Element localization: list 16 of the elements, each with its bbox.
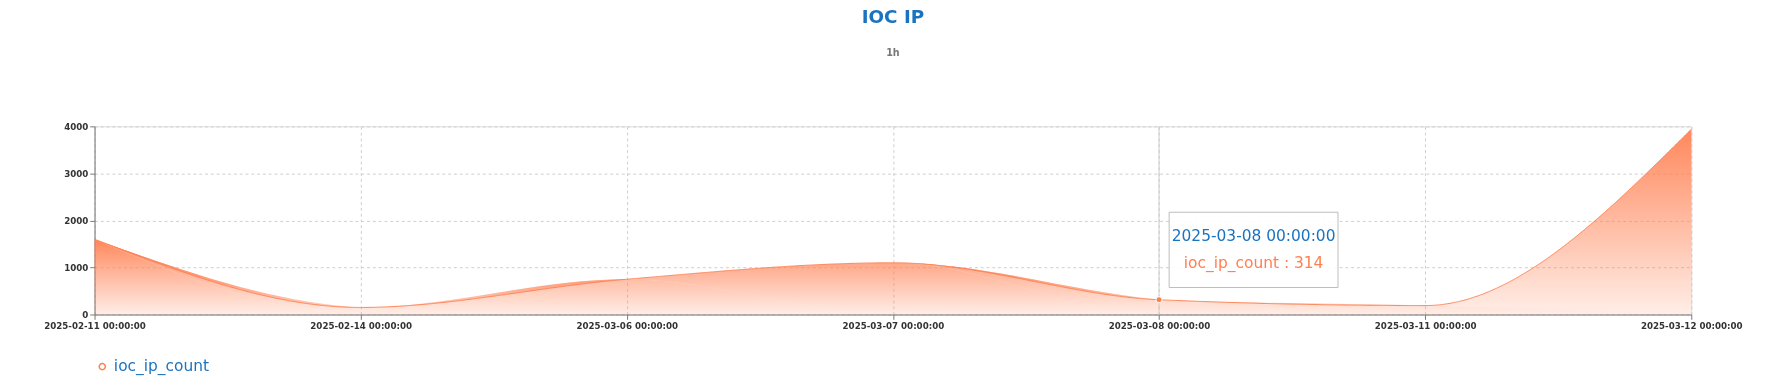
y-tick-label: 4000 bbox=[64, 121, 89, 132]
y-tick-label: 3000 bbox=[64, 168, 89, 179]
y-tick-label: 1000 bbox=[64, 262, 89, 273]
x-tick-label: 2025-03-12 00:00:00 bbox=[1640, 320, 1743, 331]
legend-label: ioc_ip_count bbox=[113, 357, 210, 377]
x-tick-label: 2025-03-11 00:00:00 bbox=[1374, 320, 1477, 331]
text: 1h bbox=[886, 46, 900, 58]
x-tick-label: 2025-03-07 00:00:00 bbox=[842, 320, 945, 331]
y-tick-label: 2000 bbox=[64, 215, 89, 226]
x-tick-label: 2025-02-11 00:00:00 bbox=[44, 320, 146, 331]
x-tick-label: 2025-02-14 00:00:00 bbox=[310, 320, 412, 331]
chart-title: IOC IP bbox=[861, 6, 925, 28]
x-tick-label: 2025-03-06 00:00:00 bbox=[576, 320, 679, 331]
y-tick-label: 0 bbox=[82, 309, 89, 320]
annotation: 2025-03-08 00:00:00 ioc_ip_count : 314 bbox=[1171, 227, 1336, 274]
x-tick-label: 2025-03-08 00:00:00 bbox=[1108, 320, 1211, 331]
